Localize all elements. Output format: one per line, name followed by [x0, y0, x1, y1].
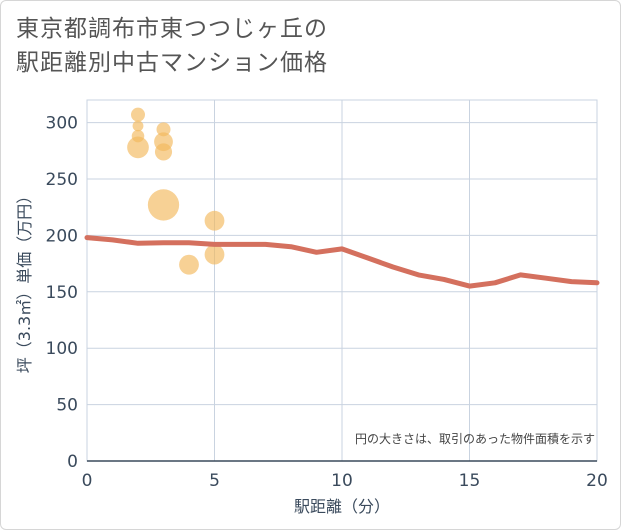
bubble-point: [147, 189, 180, 221]
y-tick-label: 100: [46, 339, 78, 359]
chart-title: 東京都調布市東つつじヶ丘の 駅距離別中古マンション価格: [16, 12, 328, 80]
y-tick-label: 0: [67, 452, 78, 472]
axis-ticks: 0 50 100 150 200 250 300 0 5 10 15 20: [46, 114, 608, 491]
bubble-size-note: 円の大きさは、取引のあった物件面積を示す: [355, 431, 595, 446]
y-tick-label: 250: [46, 170, 78, 190]
y-tick-label: 50: [56, 396, 78, 416]
bubble-point: [154, 143, 173, 161]
average-line-series: [84, 235, 600, 289]
x-tick-label: 0: [82, 471, 93, 491]
chart-title-line-1: 東京都調布市東つつじヶ丘の: [16, 16, 328, 42]
bubble-point: [131, 107, 145, 122]
y-axis-title: 坪（3.3㎡）単価（万円）: [15, 188, 34, 373]
x-tick-label: 10: [331, 471, 353, 491]
chart-title-line-2: 駅距離別中古マンション価格: [16, 50, 328, 76]
y-tick-label: 300: [46, 114, 78, 134]
grid-lines: [86, 99, 598, 462]
x-tick-label: 5: [209, 471, 220, 491]
bubble-point: [204, 244, 225, 265]
bubble-series: [127, 107, 225, 275]
y-tick-label: 150: [46, 283, 78, 303]
bubble-point: [127, 136, 149, 159]
y-tick-label: 200: [46, 226, 78, 246]
bubble-point: [132, 120, 144, 132]
x-axis-title: 駅距離（分）: [294, 497, 390, 516]
x-tick-label: 15: [459, 471, 481, 491]
x-tick-label: 20: [586, 471, 608, 491]
bubble-point: [179, 254, 199, 275]
bubble-point: [204, 210, 225, 231]
average-price-line: [84, 235, 600, 289]
bubble-point: [156, 122, 171, 137]
